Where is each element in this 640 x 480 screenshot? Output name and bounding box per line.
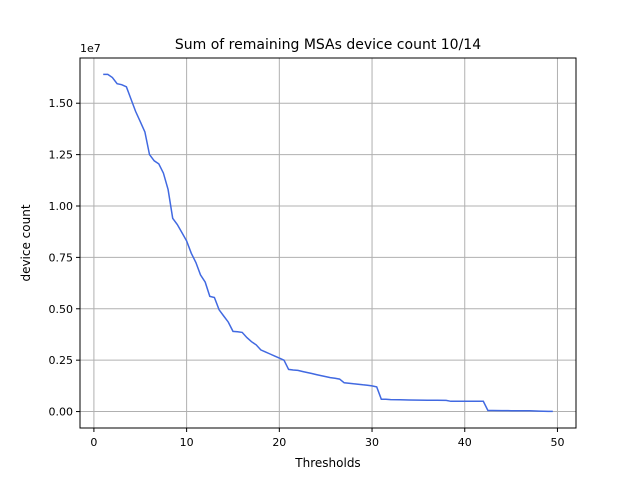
y-tick-label: 1.25 — [49, 149, 74, 162]
x-tick-label: 30 — [365, 436, 379, 449]
y-axis-label: device count — [19, 204, 33, 281]
y-tick-label: 1.50 — [49, 97, 74, 110]
plot-frame — [79, 57, 577, 429]
x-tick-label: 40 — [458, 436, 472, 449]
x-tick-label: 20 — [272, 436, 286, 449]
chart-title: Sum of remaining MSAs device count 10/14 — [175, 37, 481, 53]
series-line-device-count — [103, 73, 553, 413]
y-tick-label: 0.75 — [49, 251, 74, 264]
grid-lines — [80, 58, 576, 428]
x-tick-label: 0 — [90, 436, 97, 449]
axis-ticks: 0 10 20 30 40 50 0.00 0.25 0.50 0.75 1.00 1.25 1.50 — [49, 97, 565, 449]
x-axis-label: Thresholds — [294, 456, 360, 470]
y-tick-label: 0.50 — [49, 303, 74, 316]
y-tick-label: 1.00 — [49, 200, 74, 213]
x-tick-label: 10 — [180, 436, 194, 449]
x-tick-label: 50 — [550, 436, 564, 449]
y-tick-label: 0.00 — [49, 406, 74, 419]
y-tick-label: 0.25 — [49, 354, 74, 367]
y-axis-offset-label: 1e7 — [80, 42, 101, 55]
